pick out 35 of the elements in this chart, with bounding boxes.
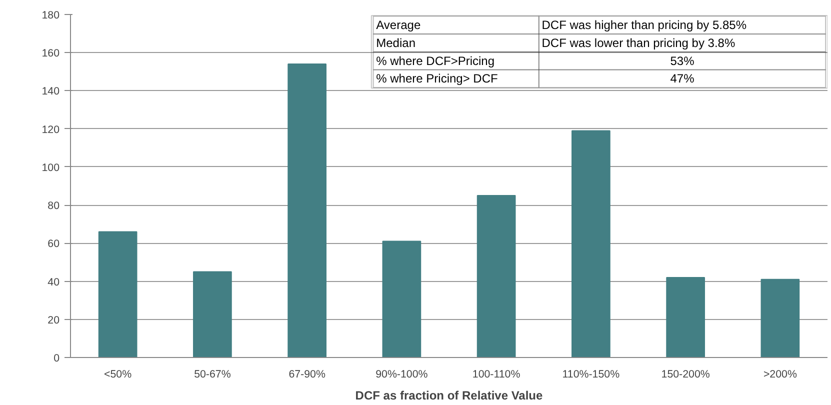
bar bbox=[476, 195, 516, 358]
bar bbox=[98, 231, 138, 358]
bar bbox=[193, 271, 232, 358]
bar bbox=[666, 276, 705, 358]
annotation: % where DCF>Pricing bbox=[376, 54, 495, 68]
x-tick-label: 150-200% bbox=[661, 368, 710, 380]
annotation: Average bbox=[376, 18, 421, 32]
y-tick-label: 180 bbox=[42, 10, 60, 22]
x-tick-label: 100-110% bbox=[472, 368, 521, 380]
y-tick-label: 100 bbox=[42, 162, 60, 174]
annotation: 47% bbox=[670, 72, 695, 86]
bar bbox=[572, 130, 610, 358]
y-tick-label: 60 bbox=[48, 238, 60, 250]
annotation: DCF was higher than pricing by 5.85% bbox=[542, 18, 747, 32]
y-tick-label: 120 bbox=[42, 124, 60, 136]
annotation: 53% bbox=[670, 54, 695, 68]
x-axis-title: DCF as fraction of Relative Value bbox=[355, 388, 544, 402]
bar bbox=[382, 240, 422, 358]
y-tick-label: 80 bbox=[48, 200, 60, 212]
y-tick-label: 20 bbox=[48, 314, 60, 326]
x-tick-label: 90%-100% bbox=[376, 368, 428, 380]
x-tick-label: >200% bbox=[763, 368, 798, 380]
x-tick-label: 67-90% bbox=[288, 368, 326, 380]
bar bbox=[288, 64, 326, 358]
x-tick-label: 50-67% bbox=[194, 368, 232, 380]
x-tick-label: <50% bbox=[104, 368, 132, 380]
annotation: DCF was lower than pricing by 3.8% bbox=[542, 36, 736, 50]
y-tick-label: 140 bbox=[42, 86, 60, 98]
y-tick-label: 0 bbox=[54, 352, 60, 364]
annotation: % where Pricing> DCF bbox=[376, 72, 498, 86]
y-tick-label: 40 bbox=[48, 276, 60, 288]
y-tick-label: 160 bbox=[42, 48, 60, 60]
bar bbox=[760, 278, 800, 358]
x-tick-label: 110%-150% bbox=[562, 368, 620, 380]
annotation: Median bbox=[376, 36, 416, 50]
